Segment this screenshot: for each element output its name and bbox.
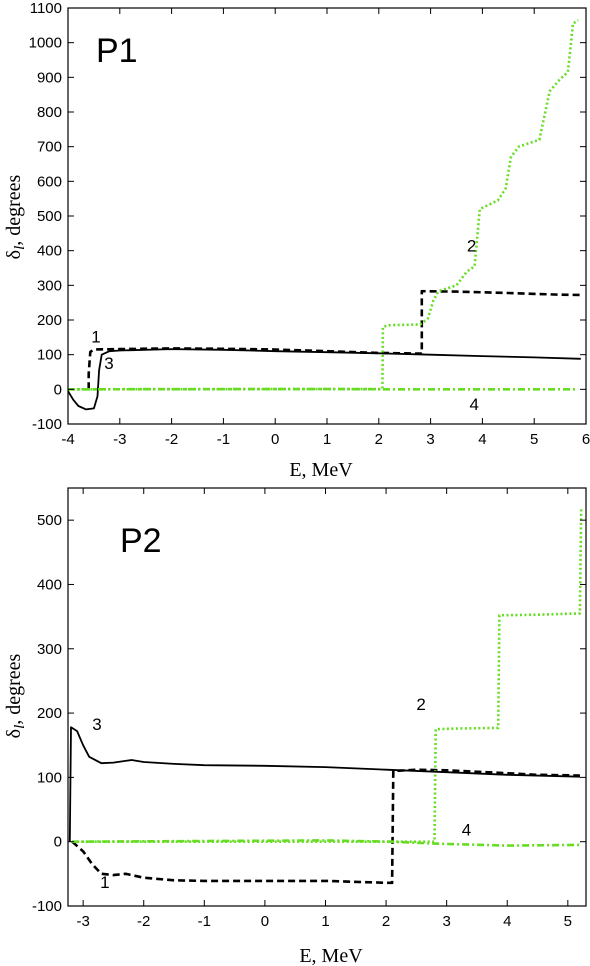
y-tick-label: 1100 <box>30 0 62 17</box>
y-tick-label: 700 <box>37 139 62 156</box>
x-tick-label: 6 <box>582 431 590 448</box>
y-tick-label: 600 <box>37 173 62 190</box>
y-tick-label: 100 <box>37 347 62 364</box>
y-axis-label-main: δ <box>3 250 25 259</box>
x-tick-label: 1 <box>321 913 329 930</box>
series-line-1 <box>87 289 581 390</box>
x-tick-label: 1 <box>323 431 331 448</box>
y-tick-label: 200 <box>37 705 62 722</box>
x-tick-label: -1 <box>198 913 211 930</box>
x-tick-label: 4 <box>503 913 511 930</box>
y-axis-label-main: δ <box>3 729 25 738</box>
y-tick-label: 0 <box>54 834 62 851</box>
x-tick-label: -1 <box>217 431 230 448</box>
x-tick-label: 3 <box>442 913 450 930</box>
x-tick-label: 3 <box>426 431 434 448</box>
y-tick-label: 300 <box>37 641 62 658</box>
series-line-3 <box>68 348 581 411</box>
y-tick-label: 200 <box>37 312 62 329</box>
x-tick-label: 2 <box>382 913 390 930</box>
plot-frame <box>67 7 587 425</box>
series-line-4 <box>72 839 580 847</box>
series-label-3: 3 <box>104 354 113 373</box>
series-line-2 <box>68 19 579 391</box>
chart-p1: 1 2 3 4 -4 -3 -2 -1 0 1 2 3 4 5 6 -100 0 100 200 300 400 500 6… <box>3 0 590 480</box>
x-tick-label: -2 <box>165 431 178 448</box>
x-axis-label: E, MeV <box>299 945 363 966</box>
y-axis-label-rest: , degrees <box>3 174 25 245</box>
series-line-2 <box>72 507 583 843</box>
x-tick-label: 4 <box>478 431 486 448</box>
x-axis-label: E, MeV <box>289 459 353 480</box>
series-label-4: 4 <box>462 820 471 839</box>
y-tick-label: 500 <box>37 208 62 225</box>
y-tick-label: 300 <box>37 277 62 294</box>
y-tick-label: -100 <box>32 416 62 433</box>
y-axis-label: δl, degrees <box>3 653 28 738</box>
y-axis-label-sub: l <box>12 725 28 729</box>
x-tick-label: -2 <box>137 913 150 930</box>
y-tick-label: 0 <box>54 381 62 398</box>
y-axis-label-rest: , degrees <box>3 653 25 724</box>
y-tick-label: 500 <box>37 512 62 529</box>
y-tick-label: 800 <box>37 104 62 121</box>
plot-frame <box>67 487 587 907</box>
x-tick-label: -3 <box>113 431 126 448</box>
y-tick-label: 400 <box>37 243 62 260</box>
panel-label: P2 <box>120 522 162 560</box>
x-tick-label: -4 <box>61 431 74 448</box>
y-tick-label: 1000 <box>29 35 62 52</box>
x-tick-label: 2 <box>375 431 383 448</box>
series-label-4: 4 <box>469 395 478 414</box>
series-label-1: 1 <box>91 328 100 347</box>
series-line-1 <box>71 768 580 885</box>
y-tick-label: -100 <box>32 898 62 915</box>
x-tick-label: 5 <box>564 913 572 930</box>
y-axis-label-sub: l <box>12 246 28 250</box>
x-tick-label: 0 <box>271 431 279 448</box>
y-axis-label: δl, degrees <box>3 174 28 259</box>
series-label-2: 2 <box>416 695 425 714</box>
series-label-3: 3 <box>92 715 101 734</box>
x-tick-label: 5 <box>530 431 538 448</box>
y-tick-label: 400 <box>37 576 62 593</box>
series-line-3 <box>68 726 580 842</box>
series-label-1: 1 <box>100 873 109 892</box>
y-tick-label: 900 <box>37 69 62 86</box>
x-tick-label: -3 <box>76 913 89 930</box>
panel-label: P1 <box>96 32 138 70</box>
x-tick-label: 0 <box>261 913 269 930</box>
series-label-2: 2 <box>467 236 476 255</box>
y-tick-label: 100 <box>37 769 62 786</box>
